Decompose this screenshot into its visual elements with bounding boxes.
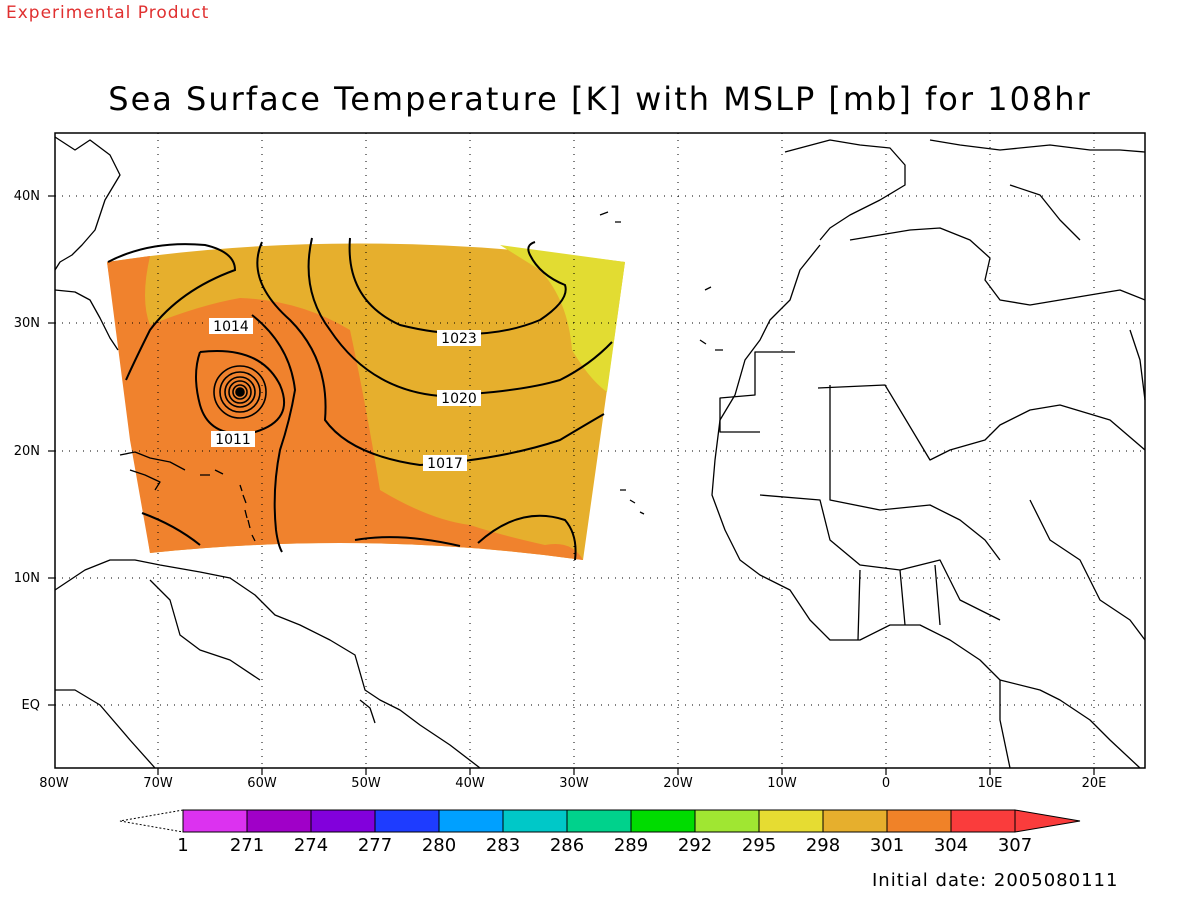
- lon-label: 30W: [559, 776, 589, 791]
- colorbar-label: 277: [357, 835, 393, 856]
- colorbar-swatch: [886, 809, 952, 833]
- lat-label: 10N: [13, 571, 40, 586]
- lat-label: 40N: [13, 189, 40, 204]
- colorbar-right-arrow: [1014, 809, 1081, 833]
- colorbar-swatch: [502, 809, 568, 833]
- lon-label: 80W: [39, 776, 69, 791]
- lon-label: 60W: [247, 776, 277, 791]
- colorbar-label: 271: [229, 835, 265, 856]
- axis-ticks: [48, 195, 1095, 775]
- lat-label: 20N: [13, 444, 40, 459]
- lat-label: 30N: [13, 316, 40, 331]
- isobar-labels: 1014 1011 1023 1020 1017: [209, 318, 481, 472]
- lon-label: 40W: [455, 776, 485, 791]
- lon-label: 10E: [977, 776, 1003, 791]
- colorbar-label: 292: [677, 835, 713, 856]
- colorbar-swatch: [950, 809, 1016, 833]
- colorbar-swatch: [822, 809, 888, 833]
- sst-shaded-region: [107, 243, 625, 560]
- lon-label: 10W: [767, 776, 797, 791]
- isobar-1017: [256, 241, 605, 467]
- lon-label: 20W: [663, 776, 693, 791]
- isobar-1023: [348, 237, 567, 335]
- colorbar-label: 298: [805, 835, 841, 856]
- colorbar-label: 283: [485, 835, 521, 856]
- isobar-south-low: [141, 512, 577, 561]
- colorbar-swatch: [246, 809, 312, 833]
- lon-label: 0: [881, 776, 891, 791]
- colorbar-swatch: [630, 809, 696, 833]
- isobar-label: 1014: [213, 319, 249, 335]
- colorbar-swatch: [566, 809, 632, 833]
- isobar-1011: [195, 350, 285, 435]
- colorbar-swatch: [310, 809, 376, 833]
- colorbar-label: 304: [933, 835, 969, 856]
- colorbar-label: 301: [869, 835, 905, 856]
- colorbar: [119, 809, 1081, 833]
- lat-label: EQ: [21, 698, 40, 713]
- colorbar-label: 280: [421, 835, 457, 856]
- isobar-label: 1011: [215, 432, 251, 448]
- colorbar-label: 289: [613, 835, 649, 856]
- map-title: Sea Surface Temperature [K] with MSLP [m…: [108, 80, 1092, 118]
- colorbar-swatch: [182, 809, 248, 833]
- colorbar-label: 295: [741, 835, 777, 856]
- colorbar-swatch: [694, 809, 760, 833]
- isobar-label: 1020: [441, 391, 477, 407]
- colorbar-label: 307: [997, 835, 1033, 856]
- isobar-1014: [107, 243, 297, 553]
- colorbar-swatch: [374, 809, 440, 833]
- experimental-product-label: Experimental Product: [6, 3, 210, 23]
- graticule: [55, 133, 1145, 768]
- isobar-label: 1017: [427, 456, 463, 472]
- sst-yellow-area: [500, 245, 625, 392]
- initial-date: Initial date: 2005080111: [872, 870, 1119, 891]
- hurricane-low-center: [213, 365, 267, 419]
- lon-label: 70W: [143, 776, 173, 791]
- isobar-label: 1023: [441, 331, 477, 347]
- lon-label: 20E: [1081, 776, 1107, 791]
- colorbar-left-arrow: [119, 809, 184, 833]
- colorbar-label: 274: [293, 835, 329, 856]
- colorbar-label: 1: [177, 835, 189, 856]
- colorbar-label: 286: [549, 835, 585, 856]
- colorbar-swatch: [758, 809, 824, 833]
- colorbar-swatch: [438, 809, 504, 833]
- lon-label: 50W: [351, 776, 381, 791]
- coastlines: [54, 136, 1146, 769]
